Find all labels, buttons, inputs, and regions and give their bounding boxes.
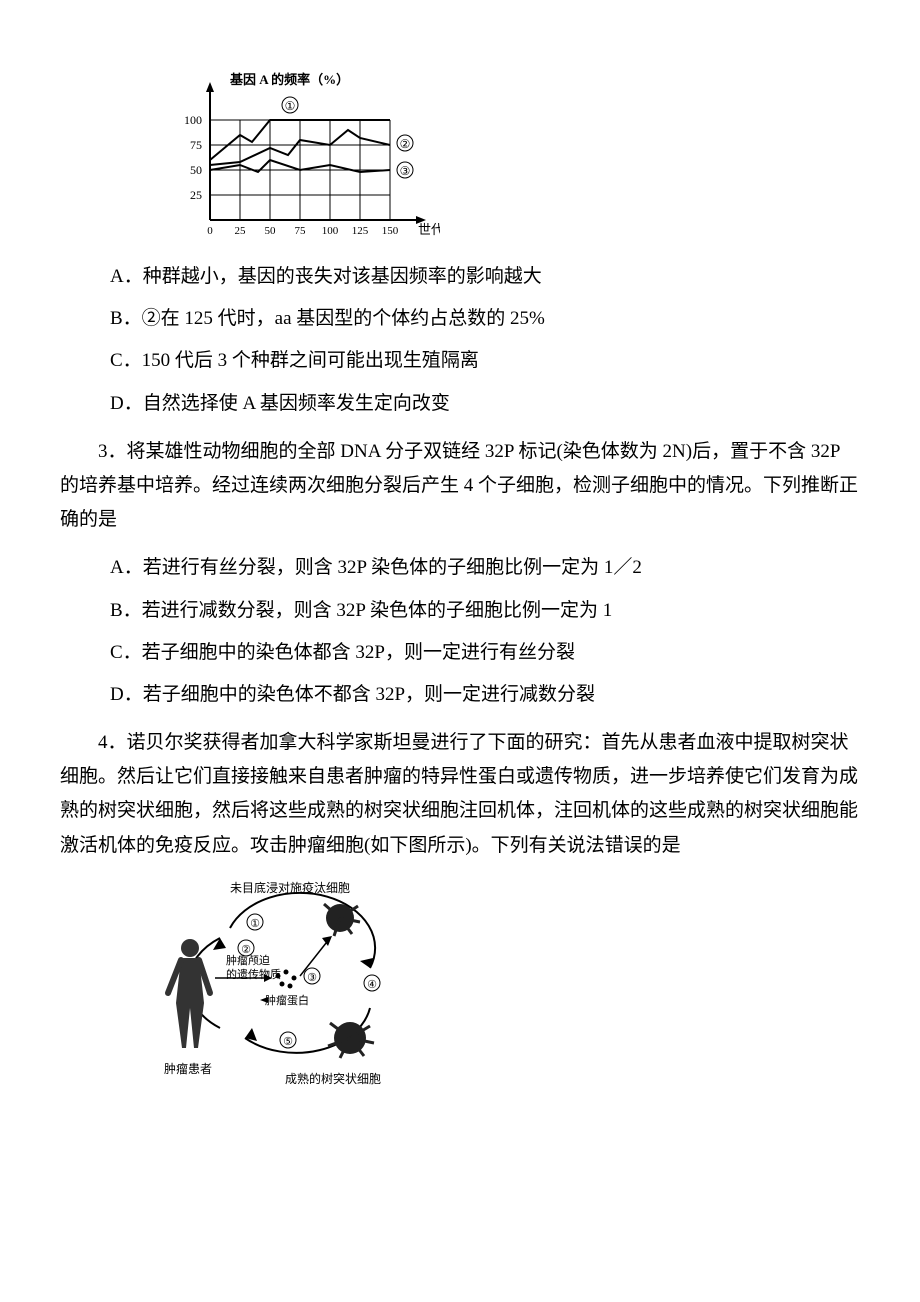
xtick-0: 0 [207, 225, 213, 237]
diagram-bottom-right-label: 成熟的树突状细胞 [285, 1071, 381, 1086]
q3-option-d: D．若子细胞中的染色体不都含 32P，则一定进行减数分裂 [110, 678, 860, 712]
ytick-100: 100 [184, 113, 202, 127]
series-3-marker: ③ [400, 164, 411, 178]
xtick-50: 50 [265, 225, 277, 237]
q3-option-c: C．若子细胞中的染色体都含 32P，则一定进行有丝分裂 [110, 636, 860, 670]
diagram-marker-4: ④ [367, 979, 377, 991]
q2-option-a: A．种群越小，基因的丧失对该基因频率的影响越大 [110, 260, 860, 294]
xtick-150: 150 [382, 225, 399, 237]
xtick-25: 25 [235, 225, 247, 237]
diagram-svg: 未目底浸对施疫汰细胞 [160, 878, 420, 1088]
q2-option-d: D．自然选择使 A 基因频率发生定向改变 [110, 387, 860, 421]
xtick-75: 75 [295, 225, 307, 237]
q2-option-c: C．150 代后 3 个种群之间可能出现生殖隔离 [110, 344, 860, 378]
q4-stem: 4．诺贝尔奖获得者加拿大科学家斯坦曼进行了下面的研究：首先从患者血液中提取树突状… [60, 726, 860, 863]
q3-stem: 3．将某雄性动物细胞的全部 DNA 分子双链经 32P 标记(染色体数为 2N)… [60, 435, 860, 538]
chart-y-title: 基因 A 的频率（%） [229, 72, 349, 87]
chart-svg: 基因 A 的频率（%） 100 75 50 25 0 25 50 75 100 … [160, 70, 440, 240]
diagram-left-label-2: 的遗传物质 [226, 967, 281, 981]
q2-option-b: B．②在 125 代时，aa 基因型的个体约占总数的 25% [110, 302, 860, 336]
diagram-marker-3: ③ [307, 972, 317, 984]
q3-option-a: A．若进行有丝分裂，则含 32P 染色体的子细胞比例一定为 1／2 [110, 551, 860, 585]
q3-option-b: B．若进行减数分裂，则含 32P 染色体的子细胞比例一定为 1 [110, 594, 860, 628]
diagram-marker-2: ② [241, 944, 251, 956]
diagram-bottom-left-label: 肿瘤患者 [164, 1061, 212, 1076]
mature-dendritic-cell-icon [328, 1022, 374, 1058]
ytick-50: 50 [190, 163, 202, 177]
ytick-75: 75 [190, 138, 202, 152]
immature-dendritic-cell-icon [324, 904, 360, 936]
patient-body-icon [168, 939, 210, 1048]
diagram-mid-label: 肿瘤蛋白 [265, 993, 309, 1007]
xtick-100: 100 [322, 225, 339, 237]
xtick-125: 125 [352, 225, 369, 237]
gene-frequency-chart: 基因 A 的频率（%） 100 75 50 25 0 25 50 75 100 … [160, 70, 440, 240]
x-axis-label: 世代 [418, 222, 440, 237]
diagram-marker-5: ⑤ [283, 1036, 293, 1048]
dendritic-cell-diagram: 未目底浸对施疫汰细胞 [160, 878, 420, 1088]
diagram-marker-1: ① [250, 918, 260, 930]
ytick-25: 25 [190, 188, 202, 202]
series-1-marker: ① [285, 99, 296, 113]
series-2-marker: ② [400, 137, 411, 151]
